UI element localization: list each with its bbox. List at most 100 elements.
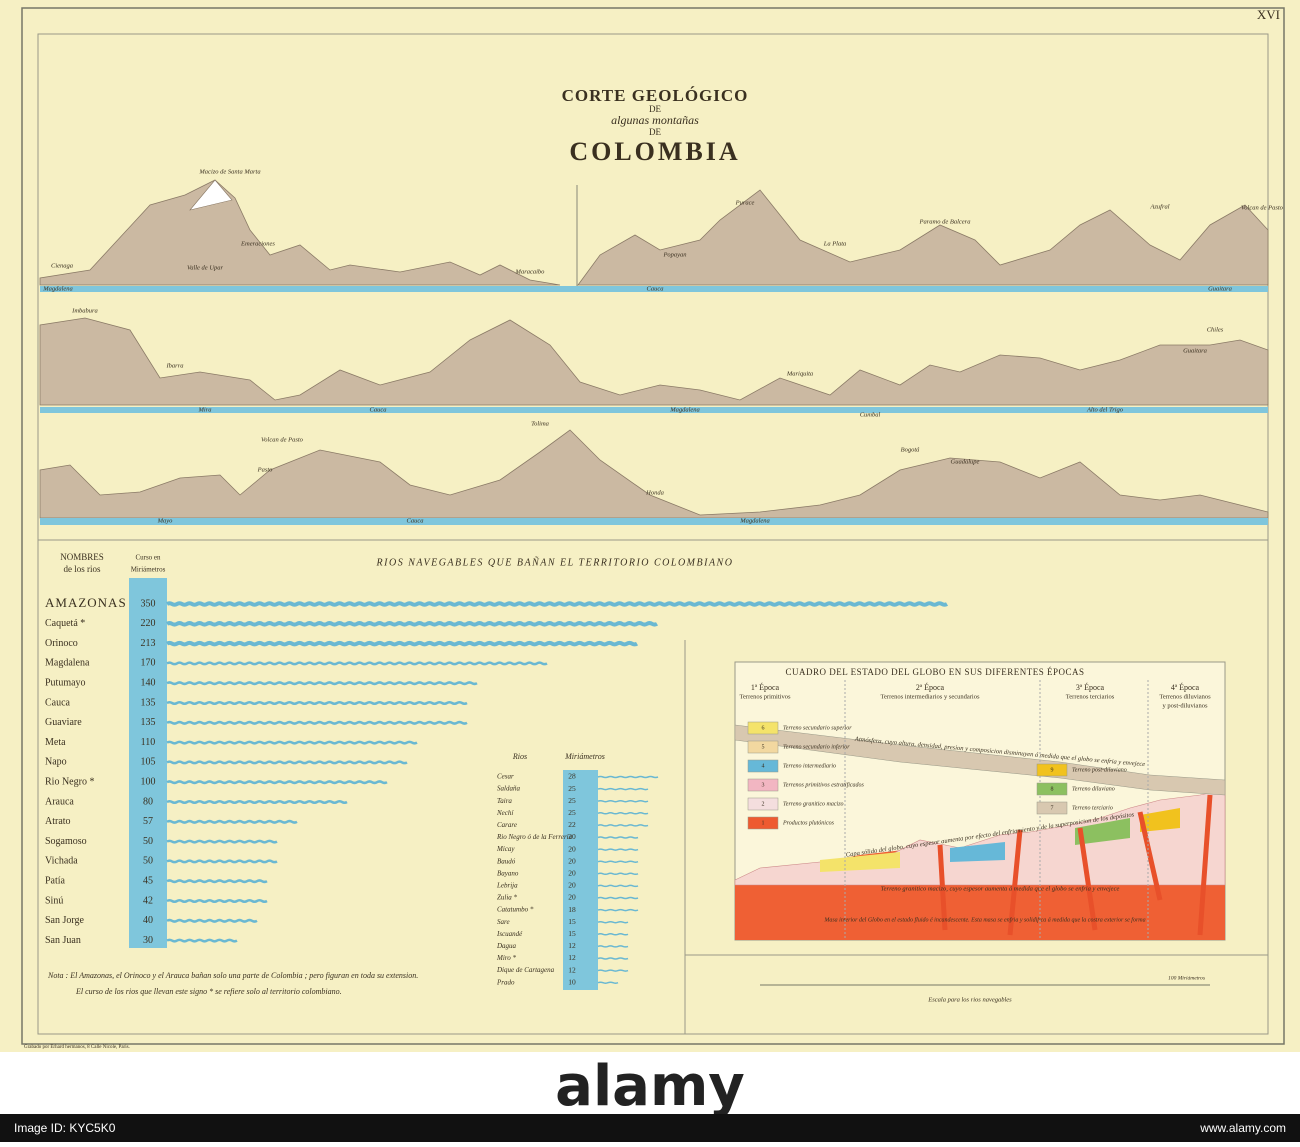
river-name: Dagua [496,942,517,950]
outer-frame [21,7,1285,1045]
note: El curso de los rios que llevan este sig… [75,987,342,996]
site: www.alamy.com [1199,1121,1286,1135]
river-name: Carare [497,821,517,829]
river-course [166,839,278,844]
river-length: 12 [568,953,576,962]
river-course [597,775,659,779]
river-length: 15 [568,929,576,938]
scale-label: Escala para los rios navegables [927,996,1012,1003]
river-name: Sogamoso [45,836,87,847]
river-band [40,518,1268,525]
profile-label: Cauca [647,285,664,292]
strata [950,842,1005,862]
profile-label: Purace [735,199,755,206]
river-course [597,908,639,912]
river-length: 12 [568,941,576,950]
river-course [166,720,468,725]
legend-label: Terreno intermediario [783,763,836,769]
river-length: 28 [568,772,576,781]
river-length: 135 [141,697,156,708]
river-length: 42 [143,895,153,906]
legend-number: 8 [1051,786,1054,792]
value-column [563,770,598,990]
profile-label: Guadalupe [951,458,980,465]
river-name: Bayano [497,869,519,877]
river-length: 22 [568,820,576,829]
profile-label: Paramo de Balcera [919,218,971,225]
river-length: 18 [568,905,576,914]
river-name: Baudó [497,857,516,865]
credit: Grabado por Erhard hermanos, 8 Calle Nic… [24,1045,130,1050]
river-name: San Juan [45,935,81,946]
river-name: Patía [45,875,66,886]
river-length: 80 [143,796,153,807]
river-name: Dique de Cartagena [496,966,555,974]
legend-number: 9 [1051,767,1054,773]
river-name: San Jorge [45,915,85,926]
river-name: Micay [496,845,515,853]
legend-swatch [1036,763,1068,777]
river-name: Sare [497,918,510,926]
river-course [165,621,659,627]
river-course [166,800,348,804]
river-name: Rio Negro ó de la Ferreria [496,833,573,841]
river-course [597,945,629,948]
river-course [166,701,468,705]
watermark-brand: alamy [555,1054,745,1119]
profile-label: Maracaibo [515,268,546,275]
strata [1075,818,1130,845]
river-bands [40,286,1268,525]
strata [1140,808,1180,832]
river-course [597,824,649,827]
epoch-label: Terrenos terciarios [1066,693,1115,700]
river-length: 140 [141,677,156,688]
river-course [597,920,629,924]
river-name: Meta [45,737,66,748]
river-name: Cesar [497,773,514,781]
legend-number: 4 [762,763,765,769]
profile-label: Cumbal [860,411,881,418]
river-name: Sinú [45,895,63,906]
river-length: 220 [141,618,156,629]
river-course [166,879,268,884]
title: COLOMBIA [569,137,740,166]
profile-label: Tolima [531,420,549,427]
title: algunas montañas [611,113,699,127]
legend-label: Terreno terciario [1072,805,1113,811]
river-length: 20 [568,893,576,902]
legend-number: 2 [762,801,765,807]
river-course [597,812,649,815]
profile-label: Honda [645,489,664,496]
profile-label: Cienaga [51,262,73,269]
river-course [597,933,629,936]
atmosphere-band [734,724,1226,796]
river-length: 213 [141,638,156,649]
epoch-label: Terrenos primitivos [740,693,791,700]
profile-label: La Plata [823,240,847,247]
river-name: Cauca [45,697,71,708]
river-length: 100 [141,776,156,787]
epoch-label: y post-diluvianos [1163,702,1208,709]
scale-unit: 100 Miriámetros [1168,975,1205,981]
column-header: Miriámetros [564,752,605,761]
profile-label: Mira [198,406,212,413]
river-course [166,859,278,864]
river-length: 110 [141,737,156,748]
river-name: Atrato [45,816,71,827]
note: Nota : El Amazonas, el Orinoco y el Arau… [47,971,418,980]
river-name: Arauca [45,796,74,807]
river-length: 20 [568,856,576,865]
legend-label: Terrenos primitivos estratificados [783,781,865,788]
river-band [40,407,1268,413]
legend-label: Terreno post-diluviano [1072,767,1127,773]
profile-label: Valle de Upar [187,264,224,271]
river-course [166,681,478,686]
profile [39,317,1269,406]
river-length: 12 [568,965,576,974]
river-band [40,286,1268,292]
river-course [597,884,639,888]
intrusions [937,794,1213,936]
river-course [597,799,649,803]
rivers-heading: RIOS NAVEGABLES QUE BAÑAN EL TERRITORIO … [376,556,734,568]
